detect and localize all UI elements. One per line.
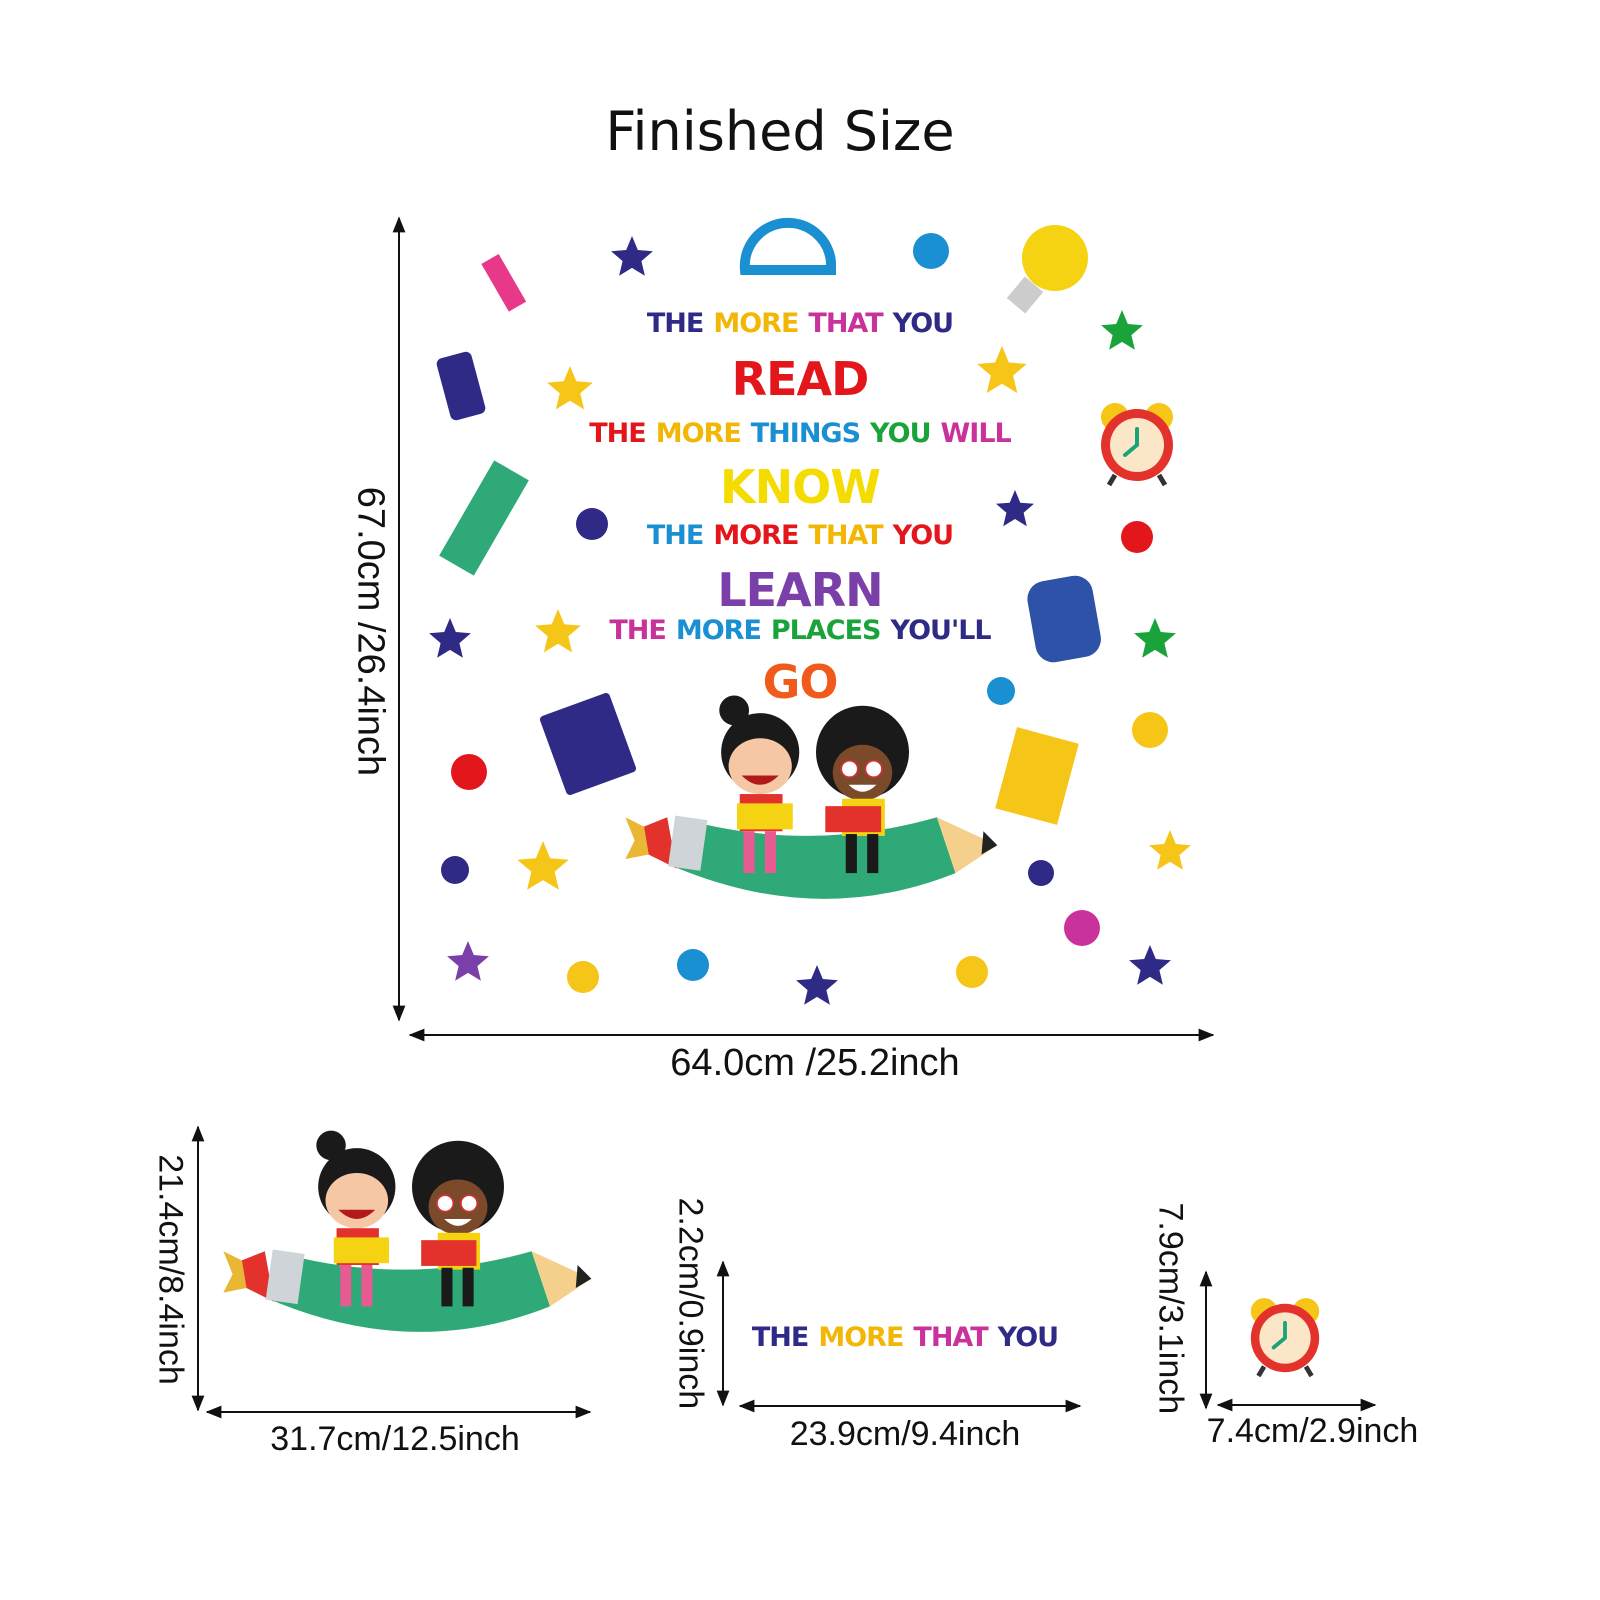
quote-line: THE MORE THAT YOU xyxy=(500,520,1100,551)
dot-icon xyxy=(1121,521,1153,553)
quote-word: PLACES xyxy=(770,615,882,646)
star-icon xyxy=(547,366,593,410)
quote-word: READ xyxy=(731,352,870,406)
quote-word: THAT xyxy=(808,308,883,339)
single-line-text-piece: THE MORE THAT YOU xyxy=(705,1322,1105,1353)
backpack-icon xyxy=(1027,575,1101,663)
quote-line: READ xyxy=(500,352,1100,406)
star-icon xyxy=(796,965,838,1005)
dot-icon xyxy=(441,856,469,884)
quote-word: YOU xyxy=(892,520,954,551)
quote-word: LEARN xyxy=(717,563,883,617)
quote-line: THE MORE PLACES YOU'LL xyxy=(500,615,1100,646)
quote-word: THE xyxy=(589,418,646,449)
pencil-kids-illustration xyxy=(624,694,999,900)
highlighter-icon xyxy=(481,254,527,312)
quote-word: MORE xyxy=(713,308,799,339)
protractor-icon xyxy=(739,217,836,275)
star-icon xyxy=(1101,310,1143,350)
quote-word: YOU'LL xyxy=(890,615,991,646)
notebook-icon xyxy=(995,727,1079,825)
star-icon xyxy=(429,618,471,658)
quote-word: YOU xyxy=(892,308,954,339)
text-width-label: 23.9cm/9.4inch xyxy=(789,1415,1021,1453)
quote-word: THINGS xyxy=(750,418,861,449)
star-icon xyxy=(977,346,1027,393)
light-bulb-icon xyxy=(1022,225,1088,291)
quote-word: GO xyxy=(762,655,839,709)
calculator-icon xyxy=(539,693,637,795)
quote-line: GO xyxy=(500,655,1100,709)
quote-word: THAT xyxy=(913,1322,988,1353)
quote-word: THE xyxy=(751,1322,809,1353)
quote-word: KNOW xyxy=(720,460,881,514)
dot-icon xyxy=(1028,860,1054,886)
dot-icon xyxy=(956,956,988,988)
kids-width-label: 31.7cm/12.5inch xyxy=(270,1420,520,1458)
dot-icon xyxy=(567,961,599,993)
quote-word: MORE xyxy=(655,418,742,449)
quote-word: YOU xyxy=(870,418,931,449)
quote-word: MORE xyxy=(675,615,762,646)
clock-width-label: 7.4cm/2.9inch xyxy=(1206,1412,1419,1450)
alarm-clock-icon xyxy=(1101,403,1173,485)
main-width-label: 64.0cm /25.2inch xyxy=(670,1042,960,1084)
star-icon xyxy=(1149,830,1191,870)
quote-word: THAT xyxy=(808,520,883,551)
star-icon xyxy=(996,490,1034,527)
quote-word: MORE xyxy=(713,520,799,551)
quote-word: MORE xyxy=(818,1322,904,1353)
quote-line: THE MORE THAT YOU xyxy=(500,308,1100,339)
star-icon xyxy=(1129,945,1171,985)
pencil-kids-illustration xyxy=(222,1129,593,1333)
text-height-label: 2.2cm/0.9inch xyxy=(671,1197,710,1410)
star-icon xyxy=(517,841,569,890)
quote-word: WILL xyxy=(940,418,1012,449)
dot-icon xyxy=(987,677,1015,705)
quote-word: THE xyxy=(609,615,666,646)
light-bulb-base-icon xyxy=(1006,276,1044,314)
star-icon xyxy=(447,941,489,981)
quote-word: YOU xyxy=(997,1322,1059,1353)
dot-icon xyxy=(451,754,487,790)
dot-icon xyxy=(1132,712,1168,748)
clock-height-label: 7.9cm/3.1inch xyxy=(1151,1202,1190,1415)
alarm-clock-icon xyxy=(1251,1298,1319,1376)
quote-word: THE xyxy=(646,308,704,339)
quote-line: THE MORE THINGS YOU WILL xyxy=(500,418,1100,449)
star-icon xyxy=(611,236,653,276)
dot-icon xyxy=(576,508,608,540)
quote-line: LEARN xyxy=(500,563,1100,617)
paint-palette-icon xyxy=(436,351,486,421)
page-title: Finished Size xyxy=(605,100,955,163)
star-icon xyxy=(1134,618,1176,658)
star-icon xyxy=(535,609,581,653)
dot-icon xyxy=(677,949,709,981)
book-icon xyxy=(439,460,529,576)
dot-icon xyxy=(1064,910,1100,946)
quote-word: THE xyxy=(646,520,704,551)
main-height-label: 67.0cm /26.4inch xyxy=(349,486,392,777)
dot-icon xyxy=(913,233,949,269)
quote-line: KNOW xyxy=(500,460,1100,514)
kids-height-label: 21.4cm/8.4inch xyxy=(151,1154,190,1385)
